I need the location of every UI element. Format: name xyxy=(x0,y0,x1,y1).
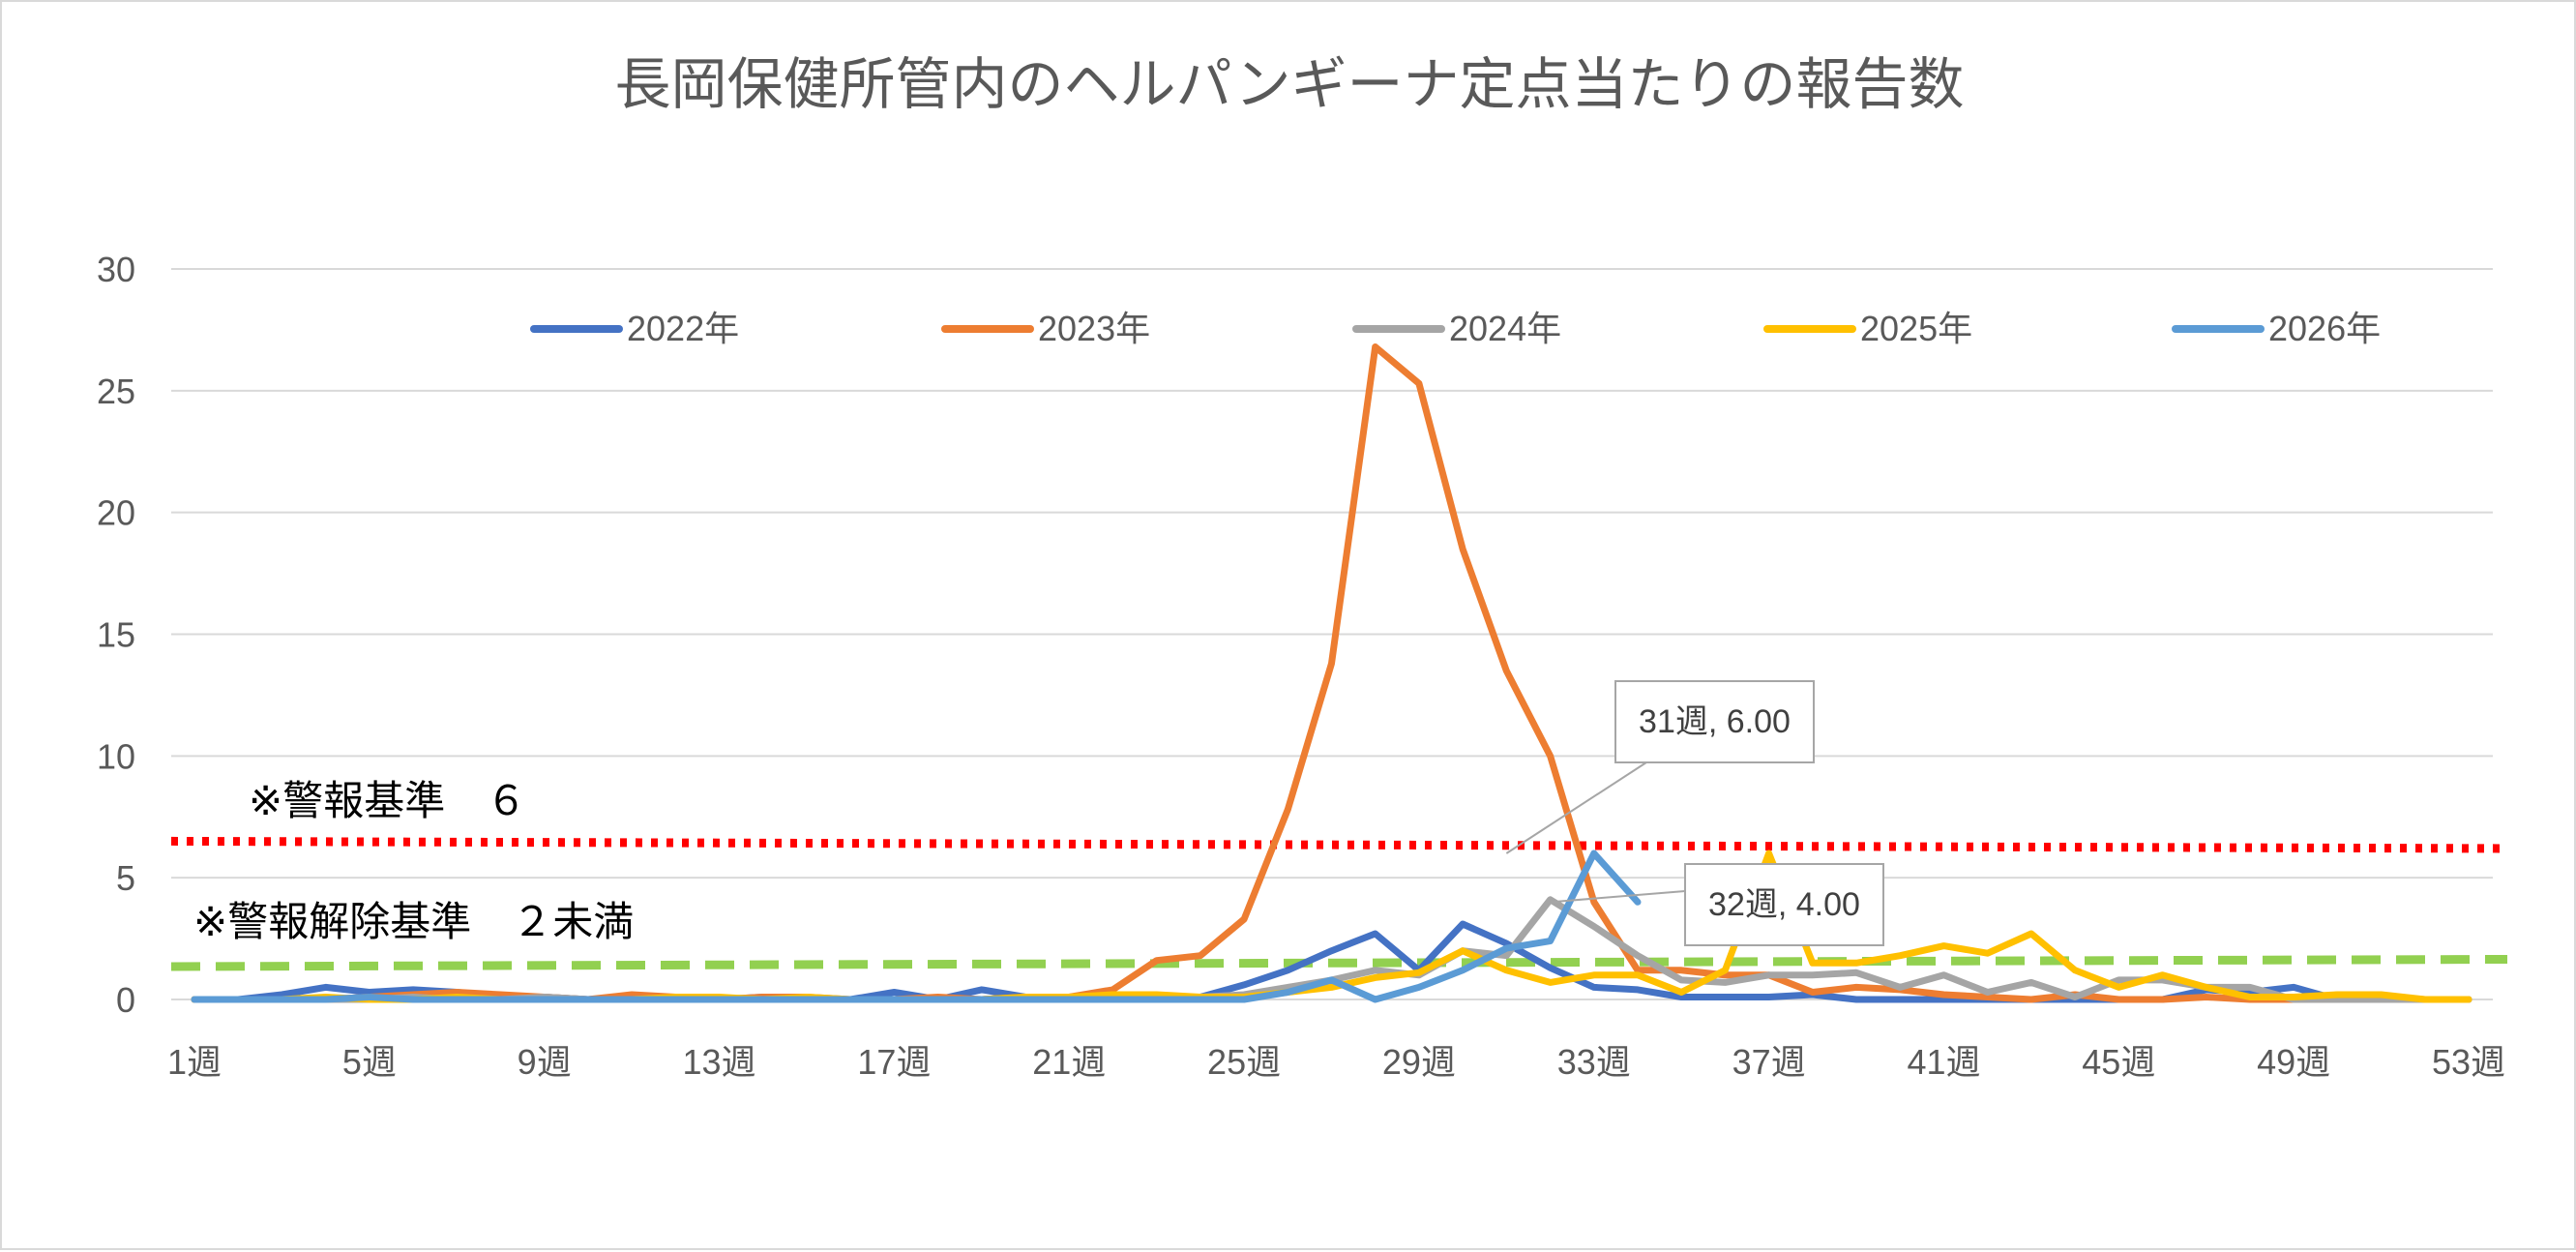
callout-leader xyxy=(1505,761,1647,854)
y-tick-label: 0 xyxy=(116,980,135,1020)
y-tick-label: 30 xyxy=(97,250,135,289)
x-tick-label: 5週 xyxy=(342,1042,397,1082)
warning-threshold-line xyxy=(170,836,2508,853)
legend: 2022年 2023年 2024年 2025年 2026年 xyxy=(530,309,2381,348)
callout-box xyxy=(1684,863,1884,946)
callout-leader xyxy=(1550,890,1686,904)
legend-label: 2026年 xyxy=(2268,309,2381,348)
x-tick-label: 1週 xyxy=(167,1042,222,1082)
y-tick-label: 10 xyxy=(97,736,135,776)
y-tick-label: 25 xyxy=(97,372,135,411)
y-axis-ticks: 0 5 10 15 20 25 30 xyxy=(97,250,135,1020)
gridlines xyxy=(171,268,2493,1000)
data-callouts: 31週, 6.00 32週, 4.00 xyxy=(1505,680,1884,946)
release-threshold-line xyxy=(170,954,2508,971)
callout-label: 31週, 6.00 xyxy=(1639,703,1791,740)
x-tick-label: 17週 xyxy=(857,1042,931,1082)
y-tick-label: 5 xyxy=(116,858,135,898)
x-tick-label: 45週 xyxy=(2082,1042,2155,1082)
x-tick-label: 21週 xyxy=(1032,1042,1106,1082)
legend-label: 2023年 xyxy=(1038,309,1150,348)
callout-label: 32週, 4.00 xyxy=(1708,886,1860,923)
x-tick-label: 49週 xyxy=(2257,1042,2330,1082)
legend-label: 2025年 xyxy=(1860,309,1972,348)
reference-lines: ※警報基準 ６ ※警報解除基準 ２未満 xyxy=(170,777,2508,971)
legend-label: 2024年 xyxy=(1449,309,1561,348)
x-tick-label: 29週 xyxy=(1382,1042,1456,1082)
series-lines xyxy=(191,343,2472,1003)
x-tick-label: 33週 xyxy=(1557,1042,1631,1082)
chart-title: 長岡保健所管内のヘルパンギーナ定点当たりの報告数 xyxy=(615,51,1965,117)
legend-label: 2022年 xyxy=(627,309,739,348)
series-line-2026 xyxy=(191,850,1642,1003)
x-tick-label: 37週 xyxy=(1732,1042,1806,1082)
x-tick-label: 53週 xyxy=(2432,1042,2505,1082)
release-threshold-label: ※警報解除基準 ２未満 xyxy=(193,898,634,945)
x-tick-label: 25週 xyxy=(1207,1042,1281,1082)
y-tick-label: 20 xyxy=(97,493,135,533)
callout-box xyxy=(1614,680,1815,763)
y-tick-label: 15 xyxy=(97,615,135,655)
warning-threshold-label: ※警報基準 ６ xyxy=(249,777,526,824)
x-tick-label: 41週 xyxy=(1907,1042,1980,1082)
x-axis-ticks: 1週 5週 9週 13週 17週 21週 25週 29週 33週 37週 41週 45週 49週 53週 xyxy=(167,1042,2505,1082)
x-tick-label: 13週 xyxy=(683,1042,756,1082)
x-tick-label: 9週 xyxy=(518,1042,572,1082)
